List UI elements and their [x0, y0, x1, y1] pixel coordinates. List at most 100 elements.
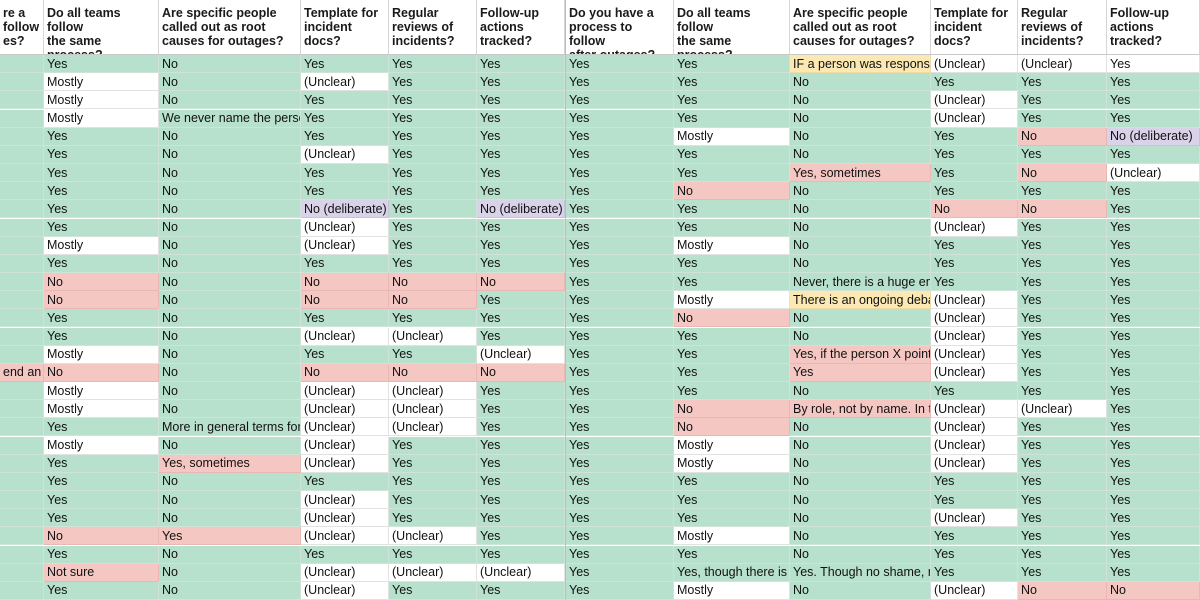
table-cell[interactable]: Yes	[1018, 563, 1107, 582]
table-cell[interactable]: Yes	[44, 472, 159, 491]
table-cell[interactable]: Yes	[389, 436, 477, 455]
table-cell[interactable]: Yes	[566, 327, 674, 346]
table-cell[interactable]: No	[159, 73, 301, 92]
column-header[interactable]: Do you have a process to follow after ou…	[566, 0, 674, 54]
table-cell[interactable]: Yes	[566, 400, 674, 419]
table-cell[interactable]: Never, there is a huge emp	[790, 273, 931, 292]
table-cell[interactable]: Mostly	[674, 291, 790, 310]
table-cell[interactable]: (Unclear)	[931, 581, 1018, 600]
table-cell[interactable]: Yes	[477, 164, 565, 183]
table-cell[interactable]: Yes	[301, 545, 389, 564]
table-cell[interactable]: Mostly	[44, 236, 159, 255]
table-cell[interactable]: No	[790, 581, 931, 600]
table-cell[interactable]: Yes	[389, 218, 477, 237]
table-cell[interactable]: Yes	[1107, 109, 1200, 128]
table-cell[interactable]: Yes	[44, 509, 159, 528]
table-cell[interactable]: Yes	[674, 218, 790, 237]
table-cell[interactable]: Mostly	[44, 73, 159, 92]
table-cell[interactable]	[0, 55, 44, 74]
table-cell[interactable]: No	[931, 200, 1018, 219]
table-cell[interactable]: Yes	[389, 491, 477, 510]
table-cell[interactable]: Yes	[477, 581, 565, 600]
table-cell[interactable]: Yes	[566, 273, 674, 292]
table-cell[interactable]: Yes	[931, 491, 1018, 510]
table-cell[interactable]: No	[159, 382, 301, 401]
table-cell[interactable]: (Unclear)	[477, 345, 565, 364]
table-cell[interactable]: Yes	[44, 418, 159, 437]
table-cell[interactable]: Mostly	[674, 127, 790, 146]
table-cell[interactable]: Yes	[1107, 55, 1200, 74]
table-cell[interactable]: (Unclear)	[301, 436, 389, 455]
table-cell[interactable]: Yes	[1107, 382, 1200, 401]
table-cell[interactable]: Mostly	[44, 345, 159, 364]
table-cell[interactable]: Yes	[674, 509, 790, 528]
table-cell[interactable]: Yes	[674, 109, 790, 128]
table-cell[interactable]: Yes	[674, 327, 790, 346]
table-cell[interactable]: No	[1018, 581, 1107, 600]
table-cell[interactable]: Yes	[389, 182, 477, 201]
table-cell[interactable]: (Unclear)	[389, 563, 477, 582]
table-cell[interactable]: (Unclear)	[301, 400, 389, 419]
table-cell[interactable]: Yes	[44, 545, 159, 564]
table-cell[interactable]: Yes	[477, 327, 565, 346]
table-cell[interactable]	[0, 291, 44, 310]
table-cell[interactable]: (Unclear)	[301, 327, 389, 346]
table-cell[interactable]: No	[790, 527, 931, 546]
table-cell[interactable]: Yes	[1018, 363, 1107, 382]
table-cell[interactable]: Yes	[389, 509, 477, 528]
table-cell[interactable]: Yes	[301, 472, 389, 491]
table-cell[interactable]: Yes	[566, 363, 674, 382]
table-cell[interactable]: Mostly	[674, 527, 790, 546]
table-cell[interactable]: IF a person was responsib	[790, 55, 931, 74]
table-cell[interactable]: Yes	[1107, 291, 1200, 310]
table-cell[interactable]: No	[159, 581, 301, 600]
table-cell[interactable]: No	[790, 454, 931, 473]
table-cell[interactable]: Yes	[674, 273, 790, 292]
table-cell[interactable]: Yes	[44, 182, 159, 201]
table-cell[interactable]	[0, 236, 44, 255]
table-cell[interactable]: Yes, though there is a	[674, 563, 790, 582]
table-cell[interactable]: (Unclear)	[1018, 55, 1107, 74]
table-cell[interactable]: No	[790, 254, 931, 273]
column-header[interactable]: Template for incident docs?	[301, 0, 389, 54]
column-header[interactable]: Do all teams follow the same process?	[44, 0, 159, 54]
table-cell[interactable]: Yes	[1018, 273, 1107, 292]
table-cell[interactable]: Mostly	[44, 91, 159, 110]
table-cell[interactable]: No	[159, 145, 301, 164]
table-cell[interactable]: Yes	[566, 581, 674, 600]
table-cell[interactable]: Yes	[1018, 91, 1107, 110]
table-cell[interactable]: Yes	[566, 418, 674, 437]
table-cell[interactable]: Yes	[566, 109, 674, 128]
table-cell[interactable]: No	[790, 145, 931, 164]
table-cell[interactable]: No	[389, 291, 477, 310]
table-cell[interactable]: Yes	[389, 91, 477, 110]
table-cell[interactable]	[0, 73, 44, 92]
table-cell[interactable]: Yes	[44, 127, 159, 146]
table-cell[interactable]: No	[790, 182, 931, 201]
table-cell[interactable]: Yes	[1018, 345, 1107, 364]
table-cell[interactable]: Yes	[1018, 545, 1107, 564]
table-cell[interactable]	[0, 581, 44, 600]
table-cell[interactable]: Yes	[389, 164, 477, 183]
table-cell[interactable]: Yes	[1107, 273, 1200, 292]
table-cell[interactable]: Mostly	[674, 436, 790, 455]
table-cell[interactable]: Yes	[674, 491, 790, 510]
table-cell[interactable]: Yes, sometimes	[790, 164, 931, 183]
table-cell[interactable]: Yes	[1107, 545, 1200, 564]
table-cell[interactable]: No	[44, 273, 159, 292]
table-cell[interactable]: No	[159, 218, 301, 237]
table-cell[interactable]: No	[159, 91, 301, 110]
table-cell[interactable]: Yes	[931, 545, 1018, 564]
table-cell[interactable]	[0, 127, 44, 146]
table-cell[interactable]: Yes	[1018, 109, 1107, 128]
table-cell[interactable]	[0, 563, 44, 582]
table-cell[interactable]: (Unclear)	[477, 563, 565, 582]
table-cell[interactable]: Yes	[1107, 200, 1200, 219]
table-cell[interactable]: Yes	[1018, 436, 1107, 455]
table-cell[interactable]: No	[790, 327, 931, 346]
column-header[interactable]: Follow-up actions tracked?	[1107, 0, 1200, 54]
table-cell[interactable]: No	[159, 491, 301, 510]
table-cell[interactable]: Yes	[477, 545, 565, 564]
table-cell[interactable]: Yes	[389, 454, 477, 473]
table-cell[interactable]: Yes	[477, 236, 565, 255]
